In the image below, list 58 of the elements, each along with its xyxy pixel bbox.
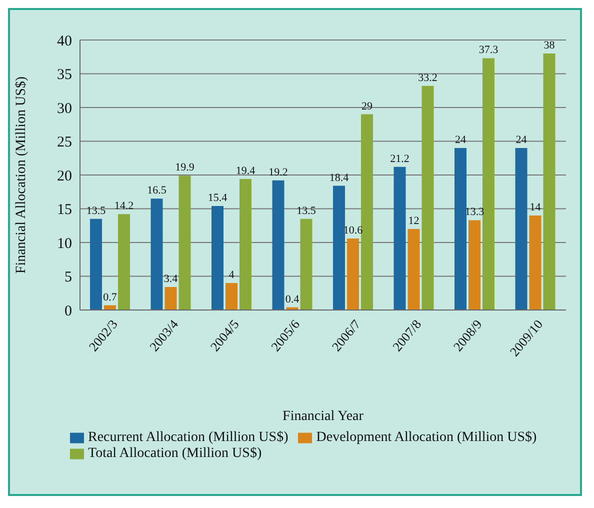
data-label: 19.4 bbox=[236, 165, 256, 178]
bar bbox=[164, 287, 177, 310]
data-label: 29 bbox=[362, 100, 373, 112]
data-label: 21.2 bbox=[390, 152, 410, 165]
y-tick-label: 0 bbox=[64, 303, 72, 320]
y-tick-label: 30 bbox=[57, 100, 72, 117]
y-tick-label: 15 bbox=[57, 202, 72, 218]
data-label: 0.7 bbox=[103, 291, 118, 304]
data-label: 3.4 bbox=[164, 273, 178, 286]
data-label: 18.4 bbox=[329, 172, 350, 184]
data-label: 15.4 bbox=[208, 192, 228, 204]
y-axis-title: Financial Allocation (Million US$) bbox=[14, 76, 29, 274]
bar bbox=[118, 214, 130, 310]
bar bbox=[272, 180, 284, 310]
bar bbox=[333, 186, 345, 310]
data-label: 33.2 bbox=[418, 72, 438, 84]
bar bbox=[482, 58, 494, 310]
data-label: 13.5 bbox=[86, 204, 106, 217]
bar bbox=[90, 218, 102, 310]
bar bbox=[515, 148, 528, 310]
bar bbox=[543, 54, 556, 310]
data-label: 14 bbox=[530, 202, 542, 214]
data-label: 38 bbox=[544, 40, 556, 52]
data-label: 37.3 bbox=[478, 44, 499, 56]
bar bbox=[300, 218, 312, 310]
y-tick-label: 25 bbox=[57, 134, 72, 151]
legend-label: Recurrent Allocation (Million US$) bbox=[88, 430, 288, 445]
y-tick-label: 20 bbox=[57, 168, 72, 184]
legend-label: Development Allocation (Million US$) bbox=[316, 430, 537, 445]
data-label: 13.5 bbox=[296, 204, 316, 217]
data-label: 4 bbox=[228, 269, 235, 281]
bar bbox=[408, 229, 420, 310]
data-label: 12 bbox=[408, 215, 420, 227]
bar bbox=[212, 206, 224, 310]
data-label: 19.2 bbox=[268, 166, 288, 178]
y-tick-label: 10 bbox=[57, 236, 72, 252]
bar bbox=[394, 166, 406, 310]
data-label: 24 bbox=[455, 134, 466, 146]
y-tick-label: 35 bbox=[57, 67, 72, 84]
bar bbox=[529, 216, 542, 310]
data-label: 19.9 bbox=[175, 162, 195, 174]
bar bbox=[178, 176, 191, 310]
bar bbox=[150, 198, 163, 310]
y-tick-label: 5 bbox=[64, 270, 72, 286]
bar bbox=[454, 148, 466, 310]
bar bbox=[347, 238, 359, 310]
bar bbox=[468, 220, 480, 310]
data-label: 14.2 bbox=[114, 200, 134, 212]
legend-label: Total Allocation (Million US$) bbox=[88, 446, 262, 461]
bar bbox=[240, 179, 252, 310]
x-axis-title: Financial Year bbox=[282, 409, 364, 424]
data-label: 16.5 bbox=[147, 184, 167, 197]
data-label: 0.4 bbox=[285, 293, 300, 306]
bar bbox=[226, 283, 238, 310]
y-tick-label: 40 bbox=[57, 33, 72, 50]
data-label: 24 bbox=[516, 134, 528, 146]
bar bbox=[361, 114, 373, 310]
bar bbox=[422, 86, 434, 310]
